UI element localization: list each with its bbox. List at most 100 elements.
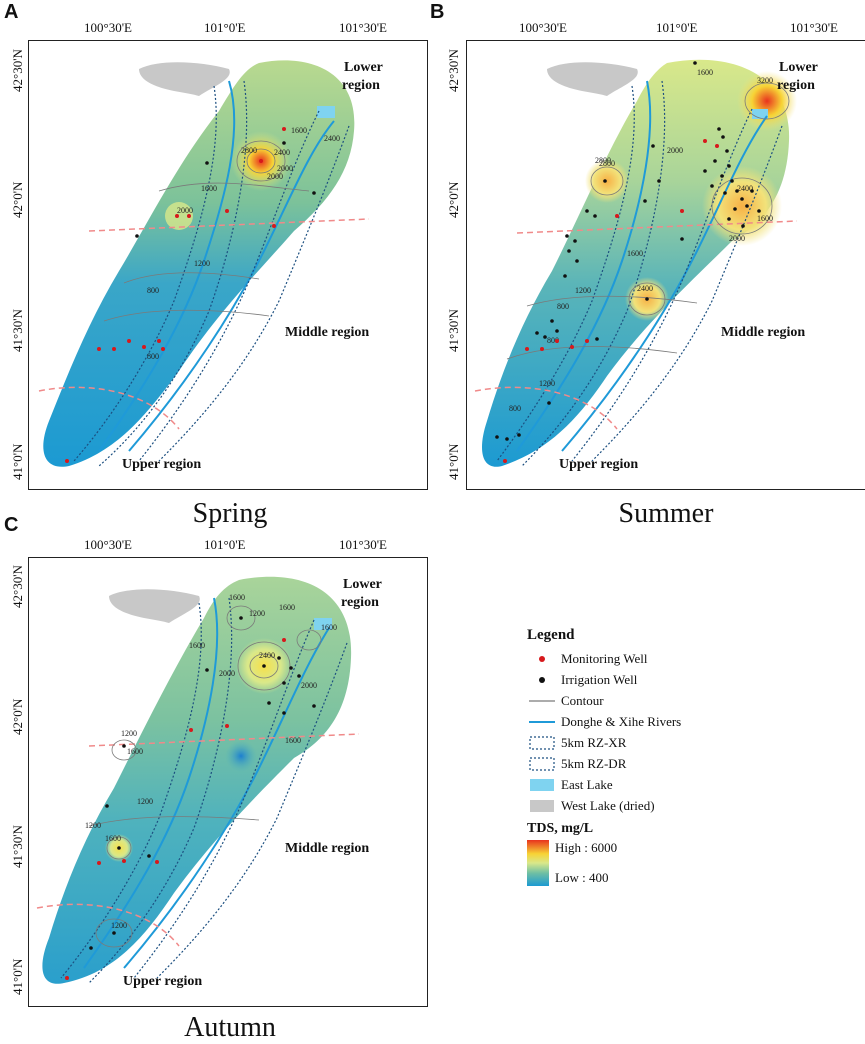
contour-label: 2000 bbox=[219, 669, 235, 678]
contour-label: 1600 bbox=[697, 68, 713, 77]
legend-title: Legend bbox=[527, 627, 575, 643]
left-tick: 41°30'N bbox=[10, 309, 25, 352]
top-tick: 101°30'E bbox=[339, 537, 387, 552]
top-tick: 101°30'E bbox=[339, 20, 387, 35]
contour-label: 2800 bbox=[599, 159, 615, 168]
dotted-box-icon bbox=[527, 735, 557, 751]
legend-item-monitoring-well: Monitoring Well bbox=[527, 650, 757, 668]
contour-label: 1600 bbox=[189, 641, 205, 650]
contour-label: 1600 bbox=[285, 736, 301, 745]
left-tick: 42°0'N bbox=[10, 181, 25, 218]
region-upper: Upper region bbox=[122, 457, 201, 472]
legend-item-west-lake: West Lake (dried) bbox=[527, 797, 757, 815]
contour-label: 2000 bbox=[267, 172, 283, 181]
contour-label: 1600 bbox=[279, 603, 295, 612]
contour-label: 3200 bbox=[757, 76, 773, 85]
contour-label: 1200 bbox=[85, 821, 101, 830]
legend-label: Irrigation Well bbox=[561, 672, 638, 687]
contour-label: 800 bbox=[147, 352, 159, 361]
panel-letter-c: C bbox=[4, 514, 19, 536]
map-spring: 1600 2800 2400 2000 1600 1200 800 800 24… bbox=[28, 40, 428, 490]
region-lower-2: region bbox=[341, 595, 379, 610]
monitoring-wells bbox=[65, 127, 286, 463]
top-tick: 101°30'E bbox=[790, 20, 838, 35]
contour-label: 1600 bbox=[627, 249, 643, 258]
contour-label: 1600 bbox=[201, 184, 217, 193]
monitoring-wells bbox=[65, 638, 286, 980]
region-lower-2: region bbox=[777, 78, 815, 93]
contour-label: 1600 bbox=[757, 214, 773, 223]
legend-item-rivers: Donghe & Xihe Rivers bbox=[527, 713, 757, 731]
contour-label: 800 bbox=[557, 302, 569, 311]
top-tick: 100°30'E bbox=[519, 20, 567, 35]
contour-label: 1600 bbox=[127, 747, 143, 756]
left-tick: 42°30'N bbox=[10, 565, 25, 608]
contour-label: 1200 bbox=[194, 259, 210, 268]
top-tick: 101°0'E bbox=[204, 20, 246, 35]
contour-label: 2400 bbox=[737, 184, 753, 193]
red-dot-icon bbox=[527, 651, 557, 667]
tds-ramp: High : 6000 Low : 400 bbox=[527, 840, 757, 886]
contour-label: 2800 bbox=[595, 156, 611, 165]
left-tick: 41°30'N bbox=[10, 825, 25, 868]
contour-label: 1600 bbox=[229, 593, 245, 602]
left-tick: 42°30'N bbox=[446, 49, 461, 92]
tds-title: TDS, mg/L bbox=[527, 821, 594, 836]
legend-item-contour: Contour bbox=[527, 692, 757, 710]
contour-label: 2400 bbox=[637, 284, 653, 293]
region-lower: Lower bbox=[344, 60, 383, 75]
legend-label: Donghe & Xihe Rivers bbox=[561, 714, 682, 729]
contour-label: 2400 bbox=[274, 148, 290, 157]
contour-label: 800 bbox=[509, 404, 521, 413]
left-tick: 42°0'N bbox=[10, 698, 25, 735]
region-lower: Lower bbox=[343, 577, 382, 592]
tds-high-label: High : 6000 bbox=[555, 840, 618, 855]
legend-label: Contour bbox=[561, 693, 604, 708]
left-tick: 41°0'N bbox=[446, 443, 461, 480]
contour-label: 800 bbox=[147, 286, 159, 295]
contour-label: 1600 bbox=[291, 126, 307, 135]
legend-label: West Lake (dried) bbox=[561, 798, 655, 813]
legend-label: Monitoring Well bbox=[561, 651, 648, 666]
left-tick: 42°0'N bbox=[446, 181, 461, 218]
gray-box-icon bbox=[527, 798, 557, 814]
top-tick: 100°30'E bbox=[84, 20, 132, 35]
tds-low-label: Low : 400 bbox=[555, 870, 609, 885]
region-upper: Upper region bbox=[559, 457, 638, 472]
light-blue-box-icon bbox=[527, 777, 557, 793]
legend-item-east-lake: East Lake bbox=[527, 776, 757, 794]
contour-label: 2000 bbox=[301, 681, 317, 690]
contour-label: 1200 bbox=[539, 379, 555, 388]
panel-letter-a: A bbox=[4, 1, 19, 23]
legend-item-irrigation-well: Irrigation Well bbox=[527, 671, 757, 689]
region-upper: Upper region bbox=[123, 974, 202, 989]
left-tick: 41°30'N bbox=[446, 309, 461, 352]
panel-letter-b: B bbox=[430, 1, 445, 23]
region-lower-2: region bbox=[342, 78, 380, 93]
legend-item-rz-dr: 5km RZ-DR bbox=[527, 755, 757, 773]
legend-label: East Lake bbox=[561, 777, 613, 792]
contour-label: 2000 bbox=[729, 234, 745, 243]
contour-label: 2000 bbox=[667, 146, 683, 155]
contour-label: 2400 bbox=[259, 651, 275, 660]
left-tick: 41°0'N bbox=[10, 958, 25, 995]
dotted-box-icon bbox=[527, 756, 557, 772]
region-middle: Middle region bbox=[285, 841, 369, 856]
season-label-spring: Spring bbox=[192, 498, 268, 529]
contour-label: 2800 bbox=[241, 146, 257, 155]
map-autumn: 1600 1200 1600 1600 2000 2400 2000 1200 … bbox=[28, 557, 428, 1007]
legend: Legend Monitoring Well Irrigation Well C… bbox=[527, 627, 757, 886]
region-lower: Lower bbox=[779, 60, 818, 75]
contour-label: 2000 bbox=[177, 206, 193, 215]
west-lake bbox=[139, 62, 230, 96]
blue-line-icon bbox=[527, 714, 557, 730]
gray-line-icon bbox=[527, 693, 557, 709]
color-ramp bbox=[527, 840, 549, 886]
season-label-autumn: Autumn bbox=[184, 1012, 276, 1043]
legend-item-rz-xr: 5km RZ-XR bbox=[527, 734, 757, 752]
black-dot-icon bbox=[527, 672, 557, 688]
contour-label: 1200 bbox=[575, 286, 591, 295]
contour-label: 1200 bbox=[137, 797, 153, 806]
irrigation-wells bbox=[89, 616, 316, 950]
irrigation-wells bbox=[135, 141, 316, 238]
